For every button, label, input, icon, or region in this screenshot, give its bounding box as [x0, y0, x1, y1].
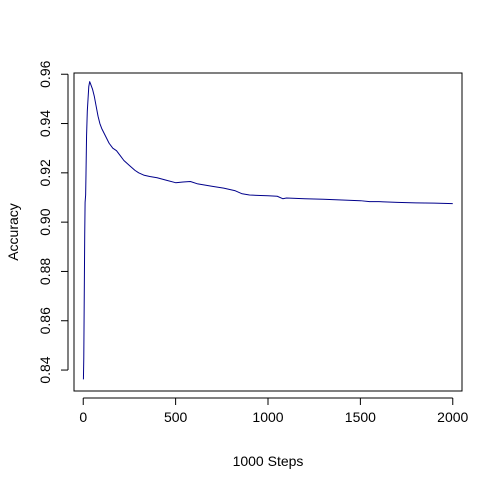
series-layer	[82, 81, 453, 380]
y-tick-label: 0.96	[37, 60, 53, 87]
y-axis: 0.84 0.86 0.88 0.90 0.92 0.94 0.96	[37, 60, 69, 384]
series-line	[82, 81, 453, 380]
x-tick-label: 0	[79, 409, 87, 425]
x-axis-label: 1000 Steps	[233, 453, 304, 469]
y-tick-label: 0.94	[37, 110, 53, 137]
y-tick-label: 0.90	[37, 208, 53, 235]
y-axis-label: Accuracy	[5, 203, 21, 261]
x-tick-label: 1500	[345, 409, 376, 425]
x-axis: 0 500 1000 1500 2000	[79, 397, 469, 425]
y-tick-label: 0.92	[37, 159, 53, 186]
x-tick-label: 500	[164, 409, 188, 425]
y-tick-label: 0.88	[37, 258, 53, 285]
y-tick-label: 0.86	[37, 307, 53, 334]
x-tick-label: 2000	[437, 409, 468, 425]
x-tick-label: 1000	[252, 409, 283, 425]
plot-area-frame	[73, 72, 463, 392]
y-tick-label: 0.84	[37, 356, 53, 383]
